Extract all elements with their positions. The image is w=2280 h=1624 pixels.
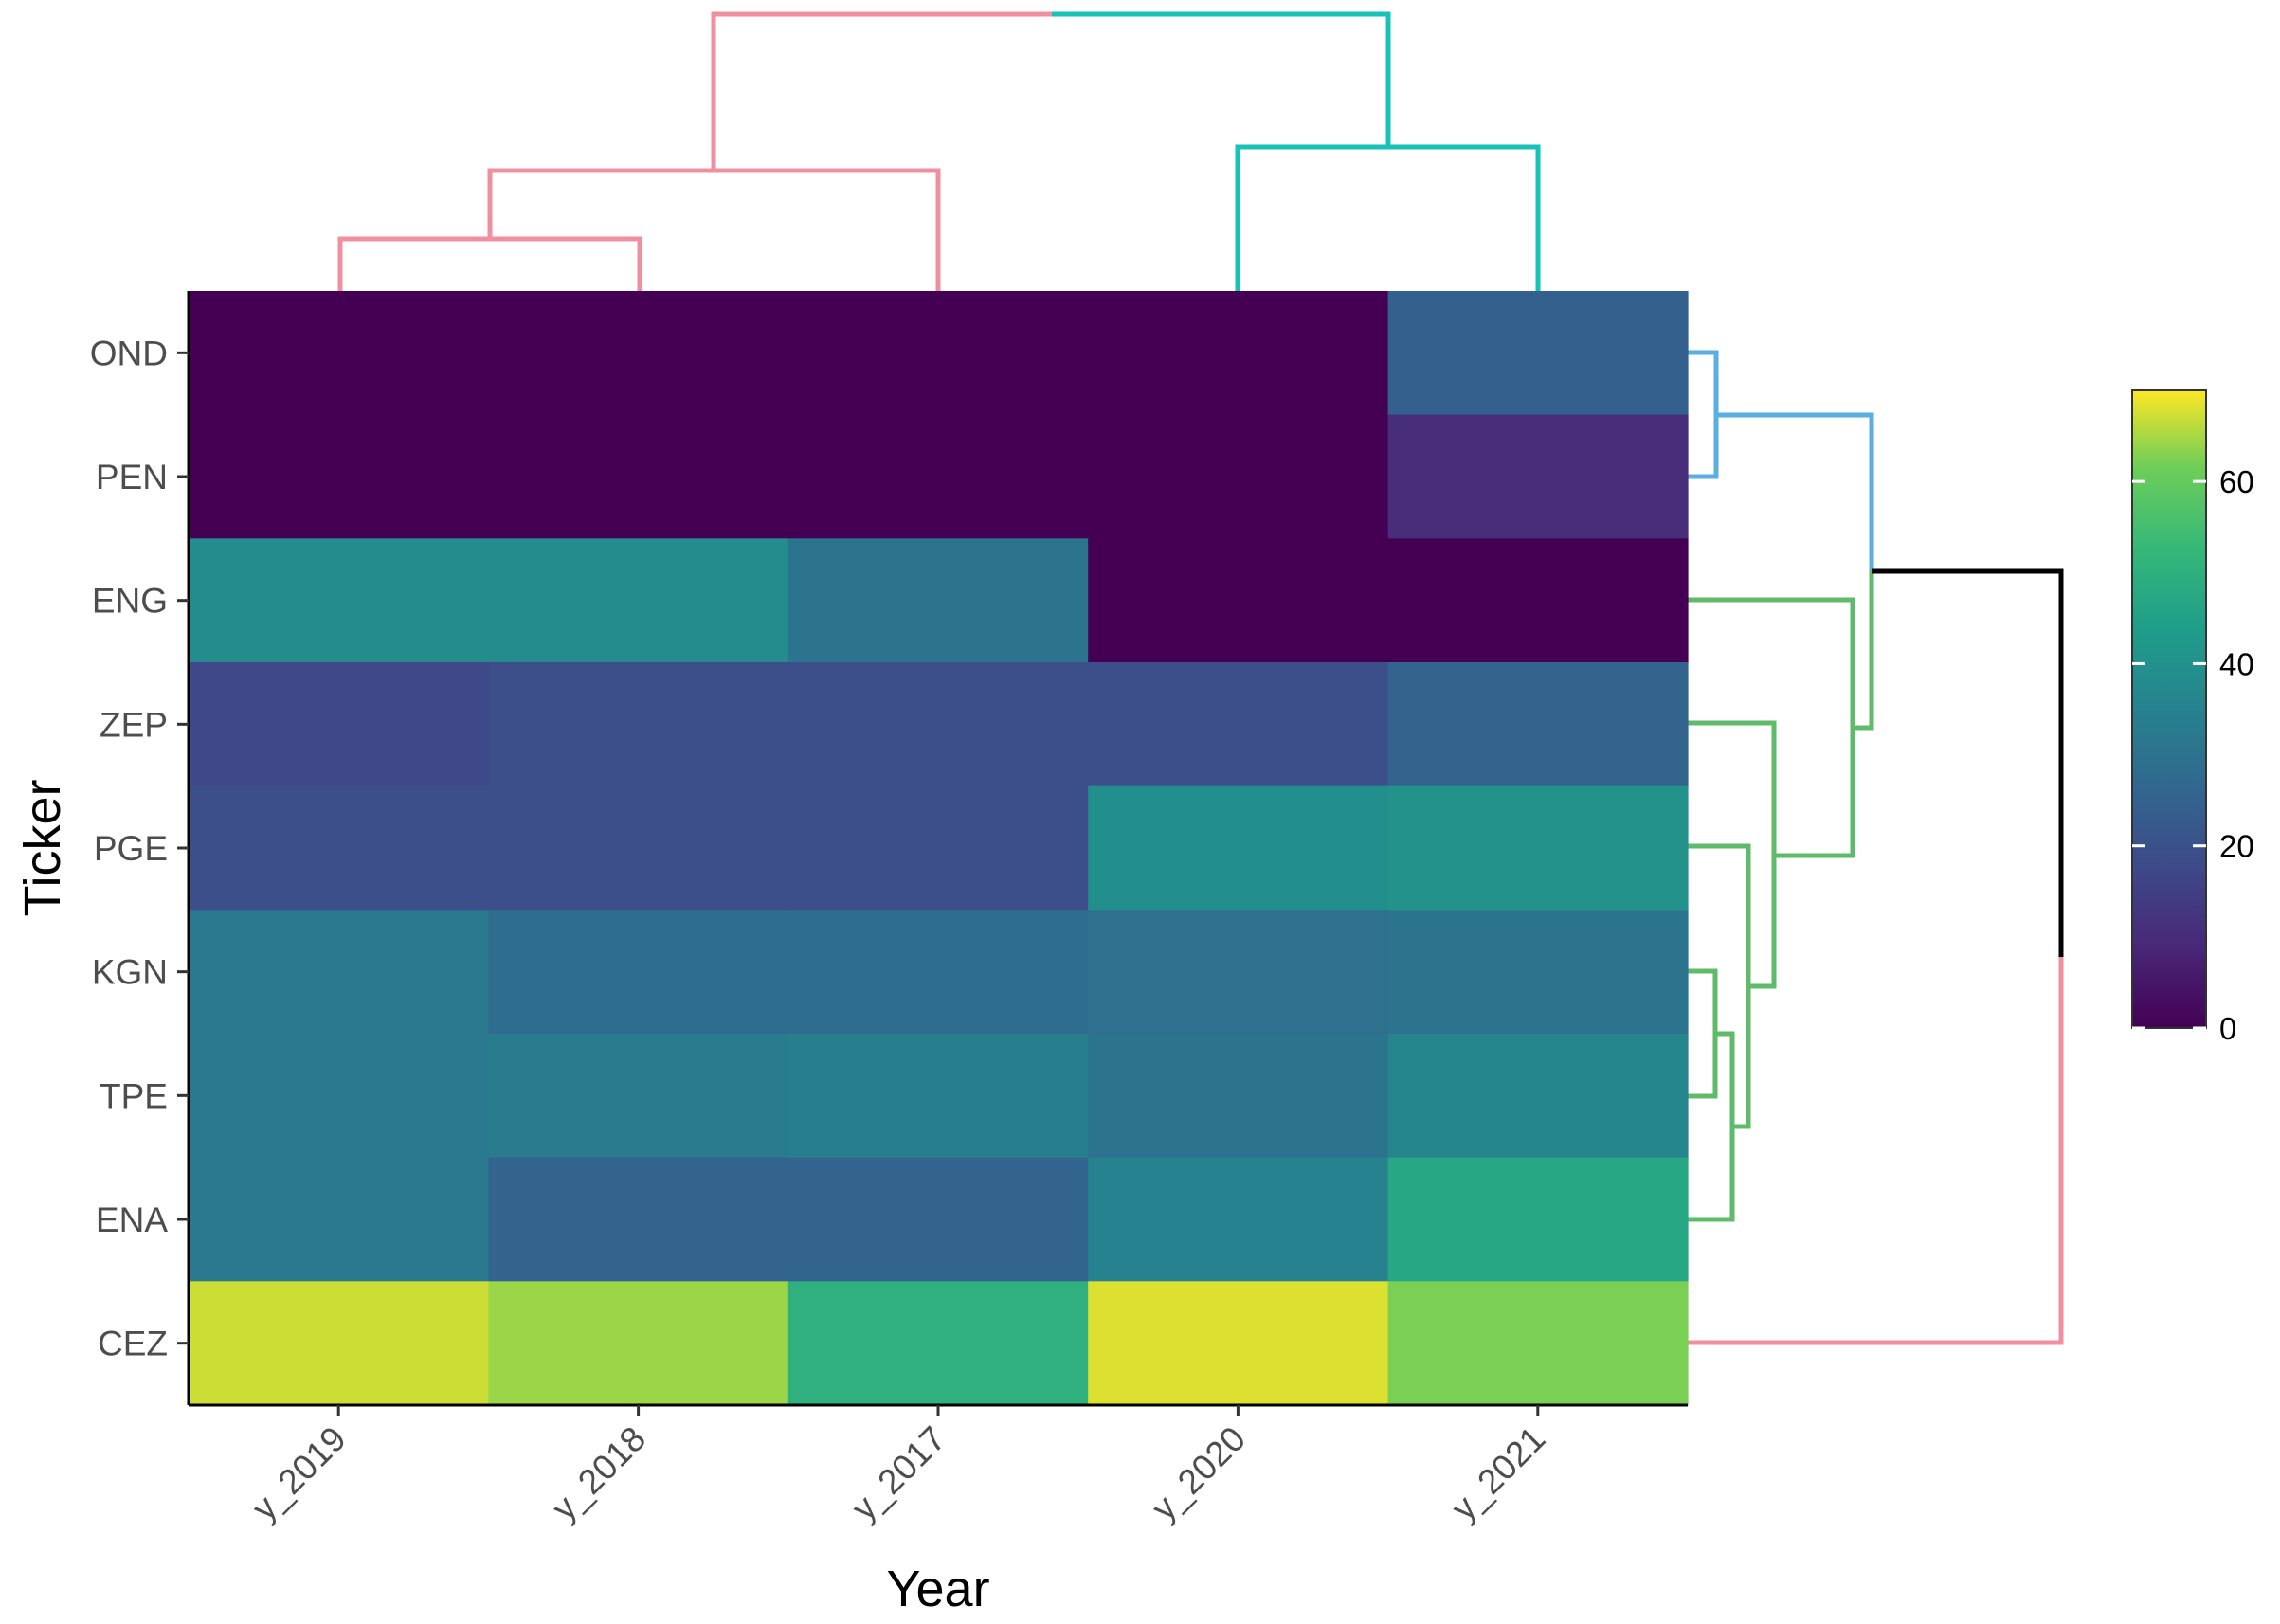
row-dendro-link-kgn-tpe-ena [1688, 1031, 1735, 1222]
y-tick-label-cez: CEZ [98, 1325, 168, 1363]
y-tick-label-tpe: TPE [100, 1076, 168, 1115]
heatmap-cell-pge-y_2017 [787, 785, 1089, 911]
row-dendro-link-ond-pen [1688, 350, 1719, 479]
x-tick-label-y_2021: y_2021 [1444, 1419, 1553, 1528]
col-dendro-link-group-2017 [487, 168, 941, 291]
heatmap-cell-zep-y_2020 [1088, 662, 1389, 787]
heatmap-cell-kgn-y_2019 [189, 910, 489, 1035]
heatmap-cell-tpe-y_2017 [787, 1034, 1089, 1159]
heatmap-cell-ena-y_2019 [189, 1157, 489, 1282]
x-tick-labels: y_2019 y_2018 y_2017 y_2020 y_2021 [244, 1405, 1552, 1527]
heatmap-cells [189, 291, 1689, 1406]
column-dendrogram [337, 11, 1541, 291]
heatmap-cell-pen-y_2021 [1387, 414, 1689, 539]
x-tick-label-y_2020: y_2020 [1144, 1419, 1253, 1528]
heatmap-cell-kgn-y_2021 [1387, 910, 1689, 1035]
heatmap-cell-tpe-y_2018 [488, 1034, 789, 1159]
heatmap-cell-ena-y_2021 [1387, 1157, 1689, 1282]
heatmap-cell-eng-y_2021 [1387, 538, 1689, 663]
row-dendro-link-kgn-tpe [1688, 968, 1718, 1099]
heatmap-cell-cez-y_2018 [488, 1281, 789, 1406]
col-dendro-root-left [711, 11, 1052, 171]
y-tick-label-ond: OND [90, 334, 168, 372]
y-tick-label-pen: PEN [96, 458, 168, 496]
heatmap-cell-pen-y_2019 [189, 414, 489, 539]
row-dendro-link-eng-group [1688, 597, 1855, 858]
heatmap-cell-eng-y_2017 [787, 538, 1089, 663]
heatmap-cell-eng-y_2019 [189, 538, 489, 663]
y-tick-labels: OND PEN ENG ZEP PGE KGN TPE ENA CEZ [90, 334, 189, 1363]
row-dendro-root-top [1872, 568, 2064, 957]
heatmap-cell-cez-y_2019 [189, 1281, 489, 1406]
heatmap-cell-cez-y_2021 [1387, 1281, 1689, 1406]
heatmap-cell-tpe-y_2021 [1387, 1034, 1689, 1159]
heatmap-cell-zep-y_2018 [488, 662, 789, 787]
heatmap-cell-ond-y_2019 [189, 291, 489, 416]
colorbar-tick-label-60: 60 [2219, 464, 2254, 499]
heatmap-cell-pge-y_2021 [1387, 785, 1689, 911]
y-tick-label-pge: PGE [94, 829, 168, 868]
x-tick-label-y_2017: y_2017 [844, 1419, 953, 1528]
y-tick-label-zep: ZEP [100, 705, 168, 744]
heatmap-cell-pge-y_2019 [189, 785, 489, 911]
row-dendro-link-upper-group [1853, 571, 1874, 731]
colorbar: 0 20 40 60 [2131, 389, 2254, 1046]
heatmap-cell-eng-y_2018 [488, 538, 789, 663]
x-axis-title: Year [886, 1561, 989, 1617]
heatmap-cell-pge-y_2020 [1088, 785, 1389, 911]
heatmap-cell-kgn-y_2017 [787, 910, 1089, 1035]
col-dendro-root-right [1052, 11, 1391, 147]
row-dendro-root-cez [1688, 957, 2064, 1345]
colorbar-gradient [2131, 389, 2207, 1029]
row-dendro-link-zep-group [1688, 720, 1777, 989]
x-tick-label-y_2018: y_2018 [544, 1419, 653, 1528]
colorbar-tick-label-40: 40 [2219, 646, 2254, 681]
heatmap-cell-pen-y_2020 [1088, 414, 1389, 539]
heatmap-cell-tpe-y_2020 [1088, 1034, 1389, 1159]
heatmap-cell-ond-y_2017 [787, 291, 1089, 416]
heatmap-cell-ena-y_2020 [1088, 1157, 1389, 1282]
x-tick-label-y_2019: y_2019 [244, 1419, 353, 1528]
row-dendro-link-ond-pen-group [1716, 412, 1874, 571]
heatmap-cell-tpe-y_2019 [189, 1034, 489, 1159]
y-tick-label-ena: ENA [96, 1200, 168, 1239]
y-axis-title: Ticker [14, 779, 71, 916]
heatmap-cell-ond-y_2021 [1387, 291, 1689, 416]
row-dendro-link-pge-group [1688, 843, 1751, 1129]
heatmap-cell-zep-y_2021 [1387, 662, 1689, 787]
y-tick-label-eng: ENG [92, 582, 168, 621]
heatmap-cell-zep-y_2019 [189, 662, 489, 787]
y-tick-label-kgn: KGN [92, 953, 168, 992]
colorbar-tick-label-0: 0 [2219, 1011, 2236, 1046]
heatmap-cell-pen-y_2017 [787, 414, 1089, 539]
heatmap-cell-cez-y_2020 [1088, 1281, 1389, 1406]
heatmap-cell-ond-y_2020 [1088, 291, 1389, 416]
heatmap-cell-zep-y_2017 [787, 662, 1089, 787]
heatmap-cell-kgn-y_2018 [488, 910, 789, 1035]
heatmap-cell-ena-y_2017 [787, 1157, 1089, 1282]
heatmap-cell-pen-y_2018 [488, 414, 789, 539]
col-dendro-link-2020-2021 [1235, 144, 1541, 291]
heatmap-cell-pge-y_2018 [488, 785, 789, 911]
heatmap-cell-eng-y_2020 [1088, 538, 1389, 663]
heatmap-cell-cez-y_2017 [787, 1281, 1089, 1406]
colorbar-tick-label-20: 20 [2219, 829, 2254, 864]
heatmap-cell-kgn-y_2020 [1088, 910, 1389, 1035]
row-dendrogram [1688, 350, 2064, 1345]
heatmap-cell-ena-y_2018 [488, 1157, 789, 1282]
col-dendro-link-2019-2018 [337, 236, 642, 291]
heatmap-cell-ond-y_2018 [488, 291, 789, 416]
